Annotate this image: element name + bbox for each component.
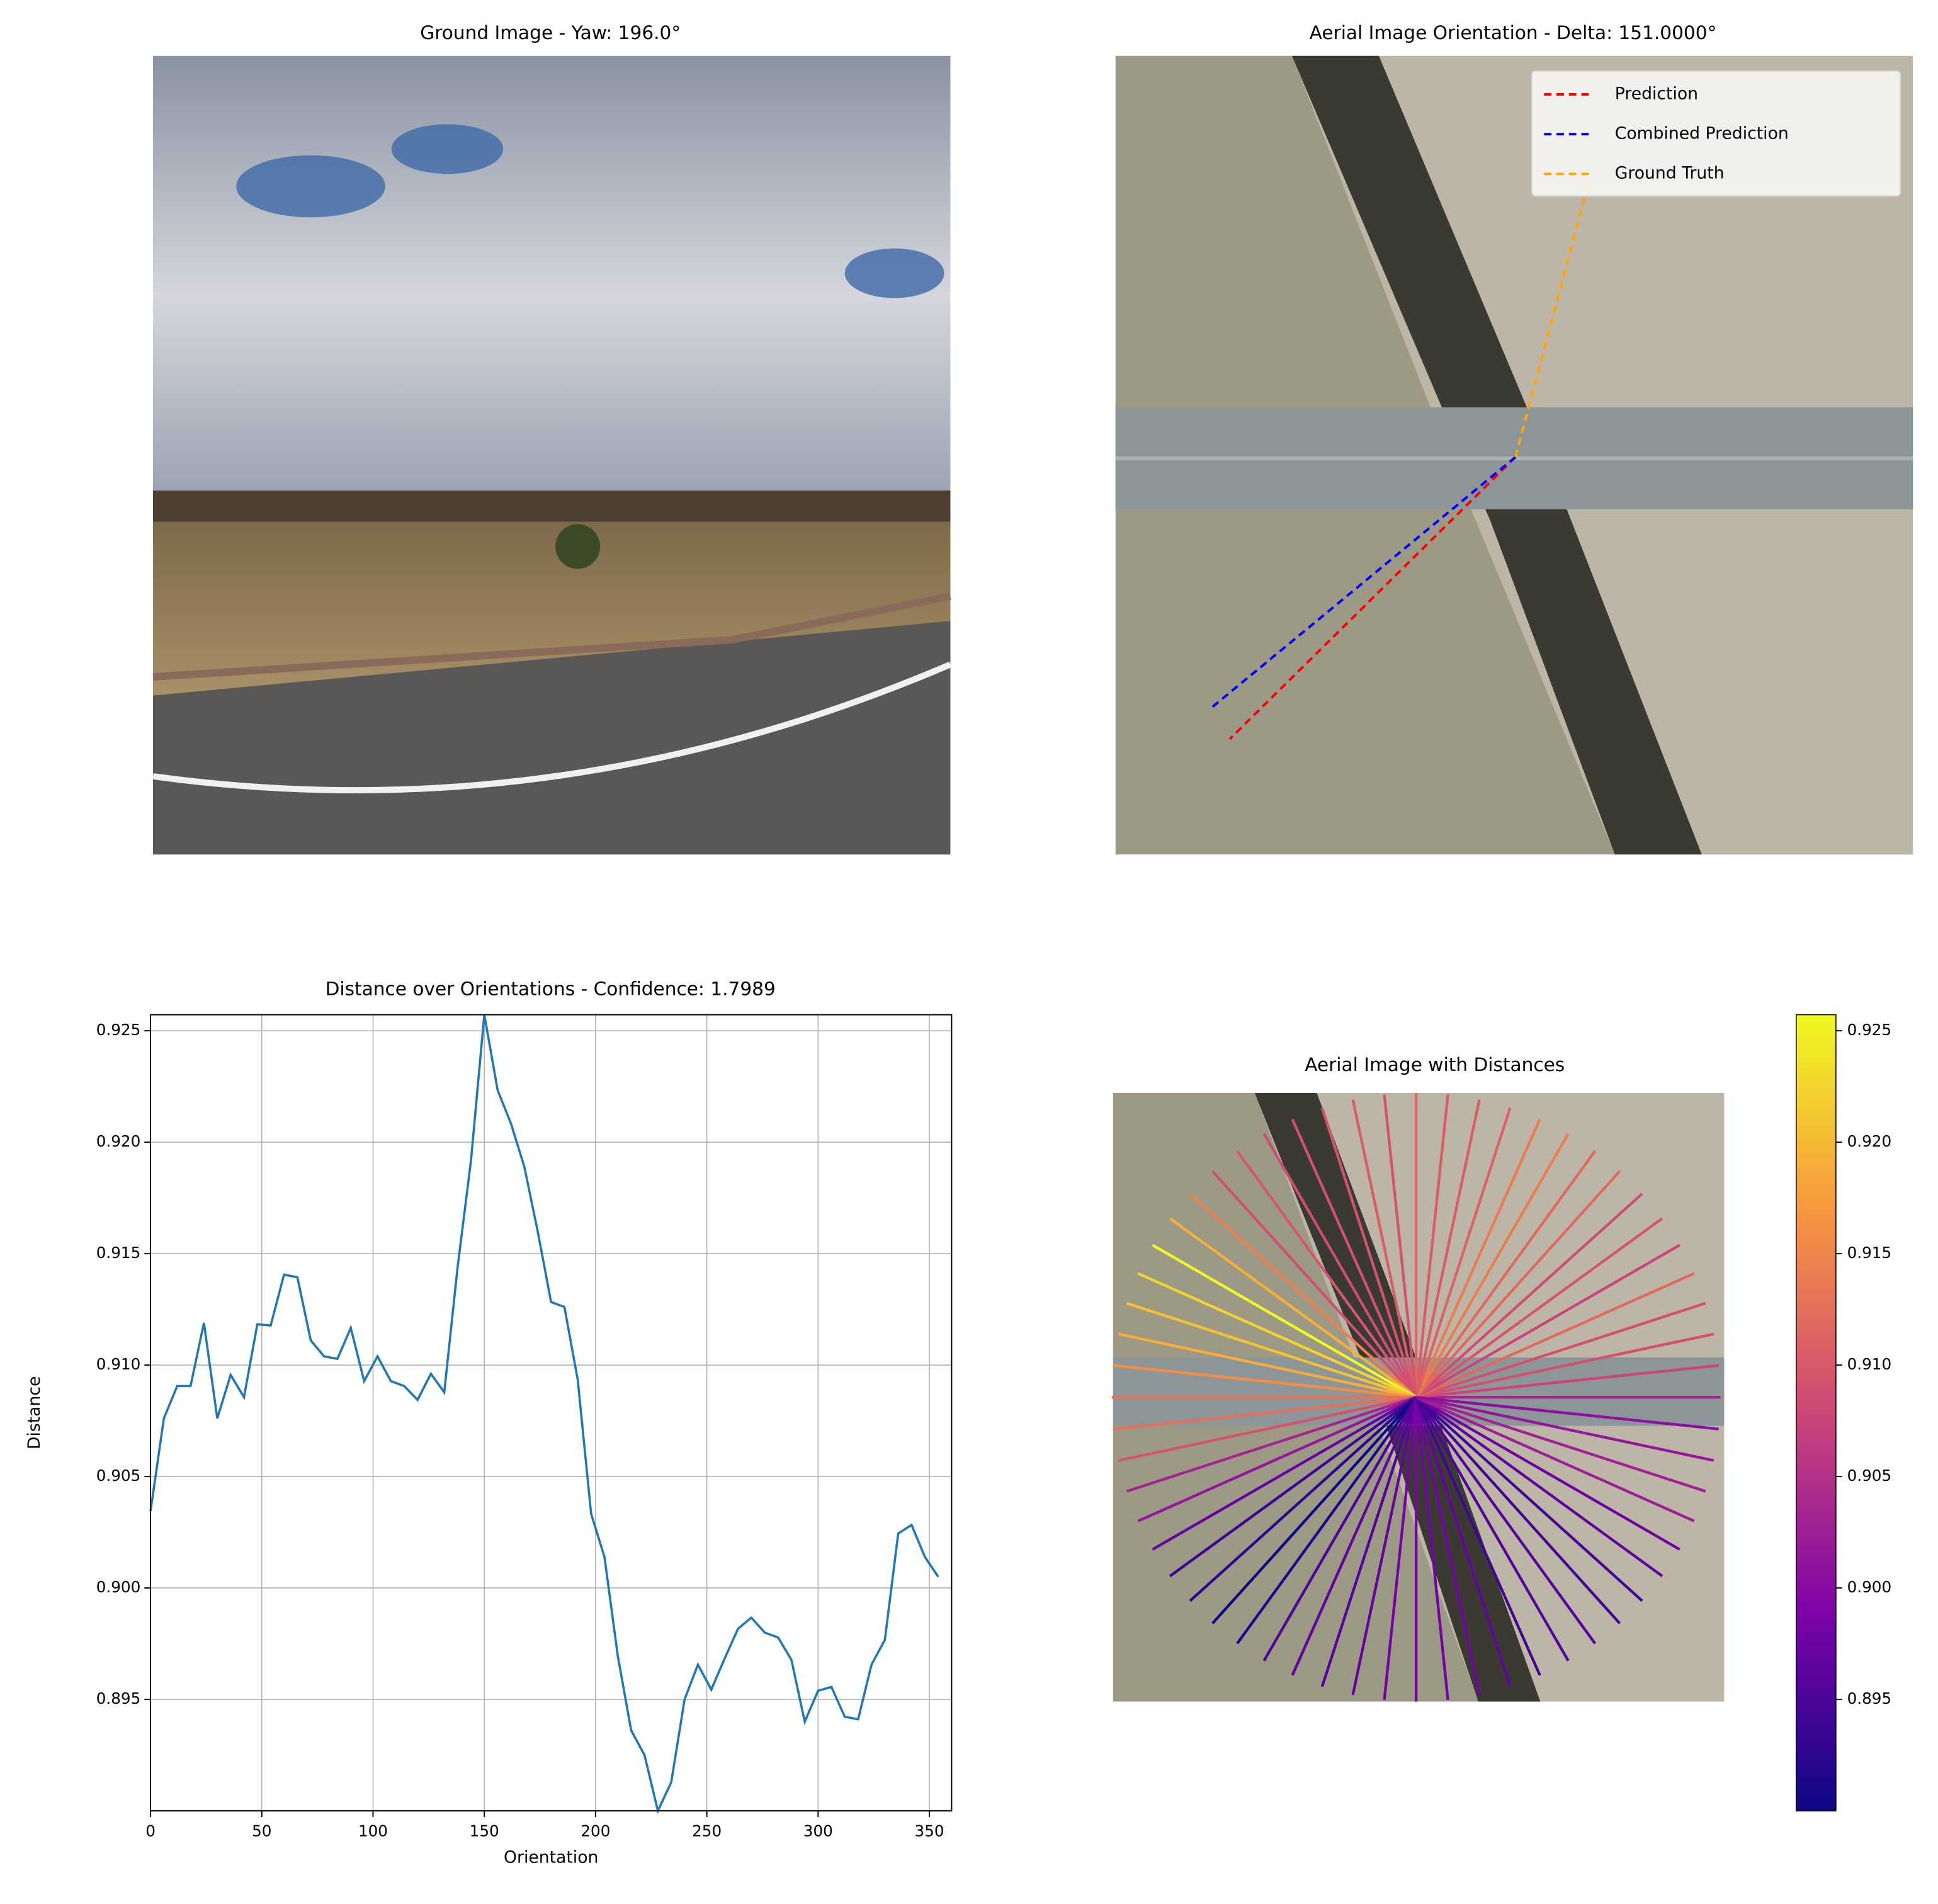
x-tick-label: 150 (470, 1822, 499, 1840)
distance-ray (1351, 1397, 1418, 1696)
distance-ray (1415, 1396, 1680, 1551)
distance-ray (1169, 1396, 1417, 1578)
distance-ray (1152, 1396, 1417, 1551)
distance-ray (1118, 1396, 1417, 1462)
distance-ray (1415, 1272, 1695, 1399)
orientation-line (1514, 186, 1589, 458)
y-tick-label: 0.915 (96, 1244, 141, 1262)
distance-ray (1415, 1396, 1596, 1645)
x-axis-label: Orientation (504, 1848, 598, 1867)
distance-ray (1415, 1150, 1596, 1398)
distance-ray (1169, 1217, 1417, 1398)
distance-ray (1126, 1396, 1417, 1493)
distance-ray (1137, 1272, 1417, 1399)
distance-ray (1189, 1396, 1417, 1602)
distance-ray (1415, 1364, 1720, 1399)
x-tick-label: 0 (145, 1822, 156, 1840)
legend-label: Combined Prediction (1615, 124, 1789, 144)
distance-ray (1415, 1193, 1643, 1398)
distance-ray (1236, 1396, 1417, 1645)
colorbar-tick-label: 0.920 (1847, 1132, 1892, 1150)
chart-title: Ground Image - Yaw: 196.0° (420, 22, 681, 43)
legend-box (1531, 70, 1901, 197)
distance-ray (1113, 1364, 1417, 1399)
distance-ray (1415, 1217, 1663, 1398)
ground-image (152, 55, 952, 855)
distance-ray (1415, 1332, 1714, 1399)
orientation-line (1210, 456, 1517, 709)
x-tick-label: 50 (252, 1822, 271, 1840)
colorbar-tick-label: 0.905 (1847, 1466, 1892, 1485)
distance-ray (1291, 1397, 1418, 1676)
distance-ray (1415, 1107, 1512, 1398)
y-tick-label: 0.900 (96, 1578, 141, 1596)
x-tick-label: 300 (803, 1822, 833, 1840)
legend-label: Ground Truth (1615, 164, 1725, 183)
colorbar (1795, 1014, 1837, 1811)
distance-ray (1415, 1396, 1621, 1624)
x-tick-label: 100 (358, 1822, 388, 1840)
distance-ray (1189, 1193, 1417, 1398)
chart-title: Aerial Image with Distances (1305, 1054, 1565, 1075)
colorbar-tick-label: 0.925 (1847, 1021, 1892, 1039)
distance-ray (1415, 1244, 1680, 1399)
y-tick-label: 0.910 (96, 1355, 141, 1373)
y-tick-label: 0.920 (96, 1132, 141, 1150)
distance-ray (1414, 1397, 1449, 1701)
x-tick-label: 350 (915, 1822, 944, 1840)
colorbar-tick-label: 0.915 (1847, 1244, 1892, 1262)
x-tick-label: 250 (692, 1822, 722, 1840)
distance-ray (1415, 1396, 1663, 1578)
distance-ray (1415, 1301, 1706, 1399)
y-tick-label: 0.925 (96, 1021, 141, 1039)
distance-ray (1137, 1396, 1417, 1522)
distance-ray (1415, 1396, 1714, 1462)
colorbar-tick-label: 0.910 (1847, 1355, 1892, 1373)
distance-ray (1415, 1396, 1643, 1602)
distance-ray (1320, 1397, 1418, 1687)
distance-ray (1415, 1396, 1706, 1493)
distance-ray (1415, 1397, 1570, 1662)
distance-ray (1291, 1118, 1418, 1398)
distance-ray (1211, 1170, 1417, 1398)
distance-ray (1118, 1332, 1417, 1399)
distance-ray (1415, 1396, 1695, 1522)
distance-ray (1262, 1133, 1418, 1398)
distance-ray (1415, 1133, 1570, 1398)
distance-ray (1320, 1107, 1418, 1398)
y-tick-label: 0.905 (96, 1466, 141, 1485)
distance-ray (1415, 1397, 1512, 1687)
distance-ray (1152, 1244, 1417, 1399)
colorbar-tick-label: 0.900 (1847, 1578, 1892, 1596)
distance-ray (1351, 1099, 1418, 1398)
orientation-line (1228, 456, 1517, 740)
legend-label: Prediction (1615, 84, 1698, 103)
distance-ray (1415, 1396, 1720, 1431)
axes-frame (150, 1014, 953, 1812)
distance-ray (1415, 1170, 1621, 1398)
distance-ray (1415, 1397, 1481, 1696)
distance-ray (1236, 1150, 1417, 1398)
distance-ray (1113, 1396, 1417, 1431)
distance-ray (1414, 1094, 1449, 1398)
chart-title: Aerial Image Orientation - Delta: 151.00… (1310, 22, 1717, 43)
x-tick-label: 200 (581, 1822, 610, 1840)
data-line (149, 1014, 939, 1815)
y-tick-label: 0.895 (96, 1689, 141, 1708)
distance-ray (1383, 1397, 1418, 1701)
distance-ray (1415, 1118, 1541, 1398)
distance-ray (1383, 1094, 1418, 1398)
distance-ray (1211, 1396, 1417, 1624)
colorbar-tick-label: 0.895 (1847, 1689, 1892, 1708)
distance-ray (1415, 1397, 1541, 1676)
distance-ray (1126, 1301, 1417, 1399)
distance-ray (1262, 1397, 1418, 1662)
distance-ray (1415, 1099, 1481, 1398)
y-axis-label: Distance (25, 1376, 44, 1449)
chart-title: Distance over Orientations - Confidence:… (326, 978, 776, 1000)
